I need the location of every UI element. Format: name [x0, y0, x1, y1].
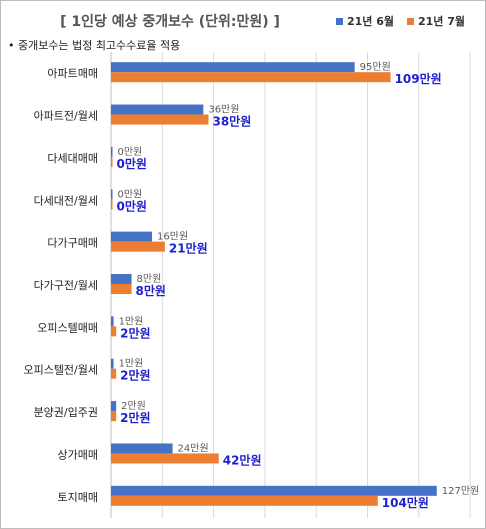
bar-series-2 [111, 326, 117, 337]
bar-series-2 [111, 368, 117, 379]
bar-series-1 [111, 231, 153, 242]
bar-series-1 [111, 401, 117, 412]
bar-series-2 [111, 284, 132, 294]
data-label-series-2: 21만원 [169, 241, 208, 256]
bar-series-1 [111, 316, 114, 327]
category-label: 분양권/입주권 [34, 406, 98, 419]
legend-swatch-series-2 [407, 17, 414, 25]
data-label-series-2: 38만원 [212, 114, 251, 129]
bar-series-2 [111, 495, 378, 506]
data-label-series-2: 2만원 [120, 325, 150, 340]
legend-label-series-1: 21년 6월 [347, 15, 395, 28]
data-label-series-1: 1만원 [119, 358, 144, 370]
category-label: 다세대전/월세 [34, 194, 98, 207]
bar-series-2 [111, 72, 391, 83]
data-label-series-2: 2만원 [120, 410, 150, 425]
data-label-series-1: 127만원 [442, 485, 480, 497]
data-label-series-2: 104만원 [382, 495, 429, 510]
data-label-series-2: 0만원 [117, 198, 147, 213]
data-label-series-1: 36만원 [208, 104, 239, 116]
chart-title: [ 1인당 예상 중개보수 (단위:만원) ] [60, 14, 280, 30]
data-label-series-2: 42만원 [223, 452, 262, 467]
bar-series-2 [111, 199, 113, 210]
bar-series-2 [111, 411, 117, 422]
bar-series-2 [111, 453, 219, 464]
legend-item-series-2: 21년 7월 [407, 13, 465, 29]
data-label-series-2: 109만원 [395, 71, 442, 86]
category-label: 오피스텔매매 [37, 321, 98, 334]
data-label-series-1: 8만원 [137, 273, 162, 285]
bar-series-2 [111, 156, 113, 167]
category-label: 다가구전/월세 [34, 279, 98, 292]
data-label-series-2: 8만원 [136, 283, 166, 298]
data-label-series-2: 0만원 [117, 156, 147, 171]
bar-series-1 [111, 485, 437, 496]
bar-series-1 [111, 274, 132, 284]
category-label: 아파트매매 [47, 67, 98, 80]
category-label: 상가매매 [58, 448, 98, 461]
legend-label-series-2: 21년 7월 [418, 15, 466, 28]
category-label: 토지매매 [58, 491, 98, 504]
data-label-series-1: 2만원 [121, 400, 146, 412]
category-label: 아파트전/월세 [34, 110, 98, 123]
bar-series-1 [111, 146, 113, 157]
bar-series-1 [111, 358, 114, 369]
data-label-series-1: 0만원 [118, 146, 143, 158]
data-label-series-1: 95만원 [360, 61, 391, 73]
bar-series-1 [111, 189, 113, 200]
data-label-series-2: 2만원 [120, 368, 150, 383]
bar-series-1 [111, 443, 173, 454]
bar-series-1 [111, 62, 355, 73]
legend-item-series-1: 21년 6월 [336, 13, 394, 29]
data-label-series-1: 16만원 [157, 231, 188, 243]
chart-note: • 중개보수는 법정 최고수수료율 적용 [8, 39, 181, 52]
category-label: 오피스텔전/월세 [23, 364, 98, 377]
bar-series-2 [111, 241, 165, 252]
data-label-series-1: 24만원 [178, 442, 209, 454]
category-label: 다가구매매 [47, 237, 98, 250]
bar-series-1 [111, 104, 204, 115]
data-label-series-1: 1만원 [119, 315, 144, 327]
category-label: 다세대매매 [47, 152, 98, 165]
data-label-series-1: 0만원 [118, 188, 143, 200]
legend-swatch-series-1 [336, 17, 343, 25]
bar-series-2 [111, 114, 209, 125]
